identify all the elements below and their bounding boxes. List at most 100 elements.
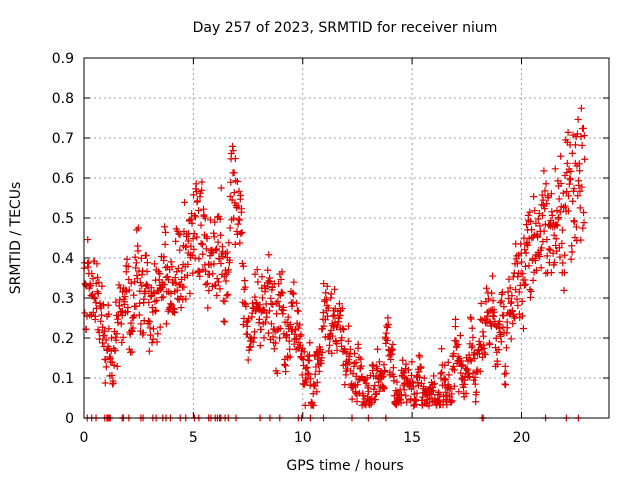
data-point [173,268,181,276]
data-point [558,226,566,234]
data-point [108,371,116,379]
y-tick-label: 0.8 [52,91,74,107]
data-point [87,282,95,290]
data-point [541,205,549,213]
data-point [531,256,539,264]
data-point [267,320,275,328]
data-point [531,207,539,215]
data-point [145,287,153,295]
data-point [457,369,465,377]
data-point [144,317,152,325]
data-point [226,256,234,264]
data-point [482,316,490,324]
data-point [109,379,117,387]
data-point [578,183,586,191]
data-point [381,367,389,375]
data-point [315,350,323,358]
data-point [114,319,122,327]
data-point [420,383,428,391]
data-point [95,278,103,286]
data-point [134,247,142,255]
data-point [288,302,296,310]
data-point [559,189,567,197]
data-point [567,255,575,263]
data-point [382,339,390,347]
data-point [509,307,517,315]
data-point [102,336,110,344]
data-point [541,187,549,195]
data-point [242,302,250,310]
data-point [272,339,280,347]
data-point [215,255,223,263]
data-point [237,192,245,200]
data-point [506,284,514,292]
x-tick-label: 15 [403,430,421,446]
data-point [341,381,349,389]
data-point [429,380,437,388]
data-point [158,294,166,302]
data-point [98,282,106,290]
data-point [296,321,304,329]
data-point [287,321,295,329]
data-point [105,325,113,333]
data-point [518,297,526,305]
data-point [143,282,151,290]
data-point [505,275,513,283]
data-point [309,401,317,409]
data-point [147,284,155,292]
data-point [102,363,110,371]
data-point [400,368,408,376]
data-point [563,188,571,196]
data-point [237,230,245,238]
data-point [122,268,130,276]
data-point [567,167,575,175]
data-point [496,317,504,325]
data-point [107,334,115,342]
data-point [365,388,373,396]
data-point [146,331,154,339]
data-point [234,177,242,185]
data-point [266,307,274,315]
data-point [266,278,274,286]
data-point [254,278,262,286]
data-point [211,218,219,226]
data-point [134,224,142,232]
data-point [303,378,311,386]
data-point [542,180,550,188]
data-point [559,259,567,267]
data-point [566,176,574,184]
data-point [497,330,505,338]
data-point [289,298,297,306]
data-point [197,240,205,248]
data-point [425,402,433,410]
data-point [455,388,463,396]
data-point [261,288,269,296]
data-point [507,335,515,343]
data-point [521,262,529,270]
data-point [230,189,238,197]
data-point [296,332,304,340]
data-point [186,289,194,297]
data-point [339,324,347,332]
data-point [569,197,577,205]
data-point [527,287,535,295]
data-point [510,312,518,320]
data-point [359,392,367,400]
data-point [233,204,241,212]
data-points [80,104,589,422]
data-point [345,358,353,366]
data-point [534,215,542,223]
data-point [475,350,483,358]
data-point [195,206,203,214]
data-point [353,398,361,406]
data-point [139,329,147,337]
data-point [302,365,310,373]
data-point [306,339,314,347]
data-point [304,369,312,377]
data-point [450,382,458,390]
data-point [327,327,335,335]
data-point [293,299,301,307]
data-point [408,372,415,380]
data-point [178,267,186,275]
data-point [167,290,175,298]
